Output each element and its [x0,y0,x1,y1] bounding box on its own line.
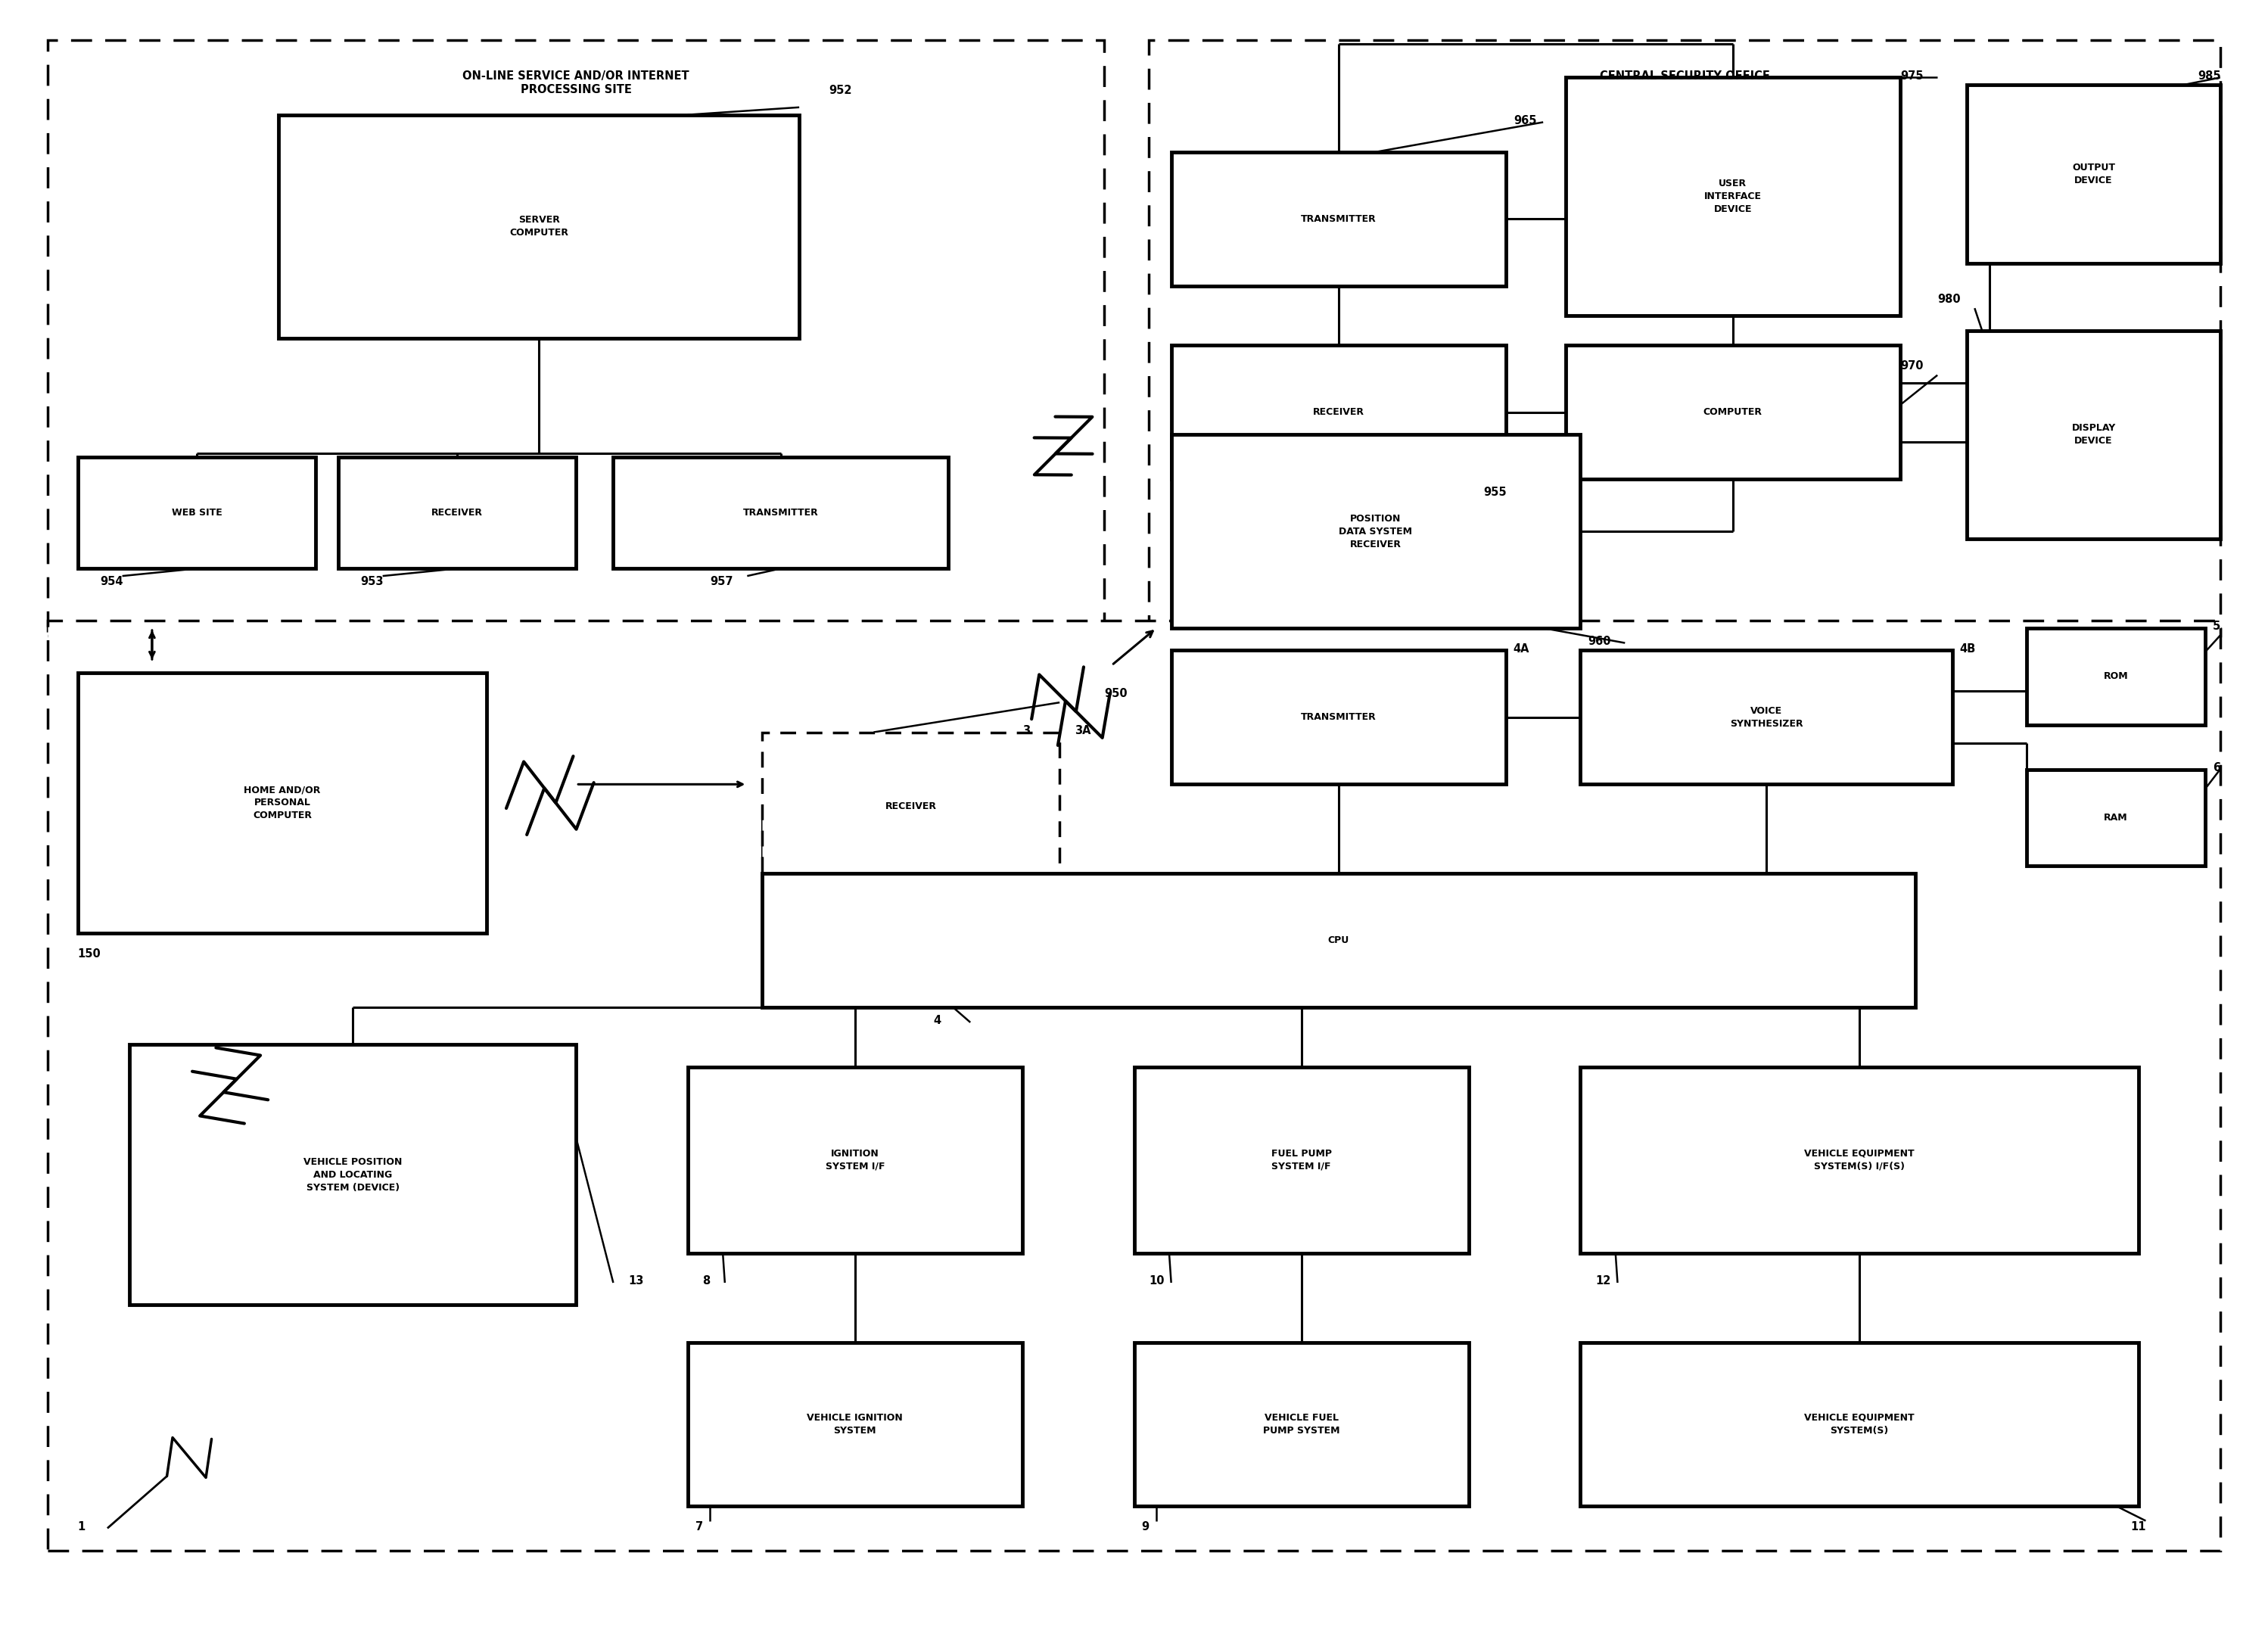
Bar [77,457,315,568]
Text: COMPUTER: COMPUTER [1703,407,1762,417]
Text: 7: 7 [694,1521,703,1533]
Text: 980: 980 [1937,294,1960,304]
Bar [1565,345,1901,480]
Text: TRANSMITTER: TRANSMITTER [1302,214,1377,223]
Bar [1581,1066,2139,1254]
Text: 6: 6 [2214,762,2220,774]
Text: 952: 952 [830,85,853,97]
Text: TRANSMITTER: TRANSMITTER [1302,713,1377,723]
Bar [762,733,1059,881]
Text: 3: 3 [1023,725,1030,736]
Bar [129,1045,576,1305]
Text: 12: 12 [1594,1275,1610,1286]
Text: SERVER
COMPUTER: SERVER COMPUTER [510,215,569,238]
Bar [338,457,576,568]
Bar [279,115,798,338]
Bar [1170,345,1506,480]
Text: CPU: CPU [1327,935,1349,945]
Text: VEHICLE POSITION
AND LOCATING
SYSTEM (DEVICE): VEHICLE POSITION AND LOCATING SYSTEM (DE… [304,1157,401,1193]
Text: 1: 1 [77,1521,86,1533]
Bar [48,41,1105,636]
Text: 4A: 4A [1513,642,1529,654]
Text: VEHICLE IGNITION
SYSTEM: VEHICLE IGNITION SYSTEM [807,1413,903,1436]
Text: 970: 970 [1901,360,1923,371]
Text: RECEIVER: RECEIVER [431,508,483,518]
Text: 954: 954 [100,577,122,587]
Text: 950: 950 [1105,687,1127,698]
Text: USER
INTERFACE
DEVICE: USER INTERFACE DEVICE [1703,179,1762,214]
Bar [612,457,948,568]
Text: VEHICLE EQUIPMENT
SYSTEM(S): VEHICLE EQUIPMENT SYSTEM(S) [1805,1413,1914,1436]
Text: 11: 11 [2132,1521,2146,1533]
Text: WEB SITE: WEB SITE [172,508,222,518]
Bar [2028,628,2204,725]
Text: 955: 955 [1483,486,1506,498]
Text: 965: 965 [1513,115,1535,127]
Text: 4: 4 [932,1015,941,1027]
Bar [1581,651,1953,784]
Bar [2028,769,2204,866]
Text: VEHICLE EQUIPMENT
SYSTEM(S) I/F(S): VEHICLE EQUIPMENT SYSTEM(S) I/F(S) [1805,1148,1914,1171]
Text: 150: 150 [77,948,100,960]
Text: 960: 960 [1588,636,1610,647]
Bar [1581,1342,2139,1507]
Text: 5: 5 [2214,621,2220,633]
Text: ON-LINE SERVICE AND/OR INTERNET
PROCESSING SITE: ON-LINE SERVICE AND/OR INTERNET PROCESSI… [463,71,689,95]
Bar [1134,1066,1470,1254]
Text: 8: 8 [703,1275,710,1286]
Text: DISPLAY
DEVICE: DISPLAY DEVICE [2071,424,2116,445]
Text: 985: 985 [2198,71,2220,82]
Bar [687,1066,1023,1254]
Bar [1170,651,1506,784]
Text: RAM: RAM [2105,813,2127,823]
Text: IGNITION
SYSTEM I/F: IGNITION SYSTEM I/F [826,1148,885,1171]
Text: FUEL PUMP
SYSTEM I/F: FUEL PUMP SYSTEM I/F [1270,1148,1331,1171]
Bar [77,672,488,933]
Text: POSITION
DATA SYSTEM
RECEIVER: POSITION DATA SYSTEM RECEIVER [1338,514,1413,549]
Bar [1565,77,1901,315]
Text: 957: 957 [710,577,733,587]
Bar [1134,1342,1470,1507]
Text: 3A: 3A [1075,725,1091,736]
Bar [1170,151,1506,286]
Text: RECEIVER: RECEIVER [1313,407,1365,417]
Text: 9: 9 [1141,1521,1150,1533]
Text: OUTPUT
DEVICE: OUTPUT DEVICE [2073,163,2116,186]
Text: 953: 953 [361,577,383,587]
Text: RECEIVER: RECEIVER [885,802,937,812]
Bar [762,874,1914,1007]
Bar [687,1342,1023,1507]
Bar [1170,435,1581,628]
Text: CENTRAL SECURITY OFFICE: CENTRAL SECURITY OFFICE [1599,71,1769,82]
Bar [1966,330,2220,539]
Text: HOME AND/OR
PERSONAL
COMPUTER: HOME AND/OR PERSONAL COMPUTER [245,785,320,822]
Bar [1150,41,2220,636]
Text: 4B: 4B [1960,642,1975,654]
Bar [1966,85,2220,263]
Text: VEHICLE FUEL
PUMP SYSTEM: VEHICLE FUEL PUMP SYSTEM [1263,1413,1340,1436]
Text: 13: 13 [628,1275,644,1286]
Text: ROM: ROM [2105,672,2127,682]
Bar [48,621,2220,1551]
Text: VOICE
SYNTHESIZER: VOICE SYNTHESIZER [1730,706,1803,729]
Text: 10: 10 [1150,1275,1163,1286]
Text: TRANSMITTER: TRANSMITTER [744,508,819,518]
Text: 975: 975 [1901,71,1923,82]
